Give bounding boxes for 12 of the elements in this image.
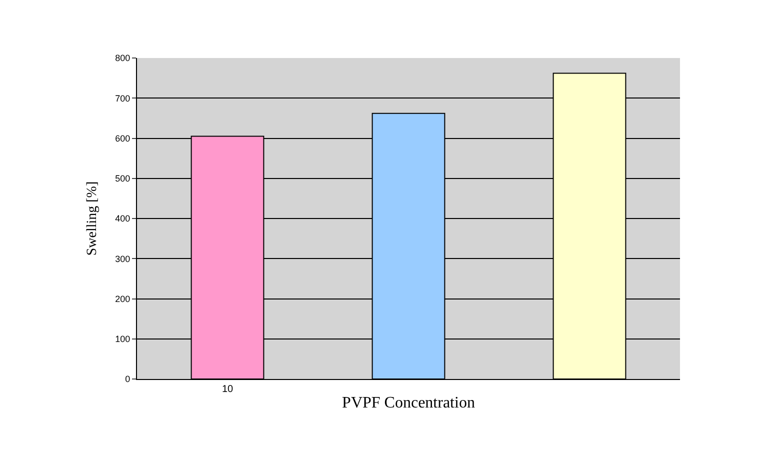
y-tick-label: 500 xyxy=(115,174,130,184)
y-tick-label: 0 xyxy=(125,374,130,384)
y-axis-title: Swelling [%] xyxy=(84,181,100,256)
x-tick-label: 10 xyxy=(222,384,234,395)
y-tick-label: 700 xyxy=(115,93,130,104)
x-axis-title: PVPF Concentration xyxy=(342,394,475,412)
y-tick-label: 100 xyxy=(115,334,130,344)
y-tick-label: 400 xyxy=(115,214,130,224)
y-tick-label: 600 xyxy=(115,133,130,144)
y-tick-label: 800 xyxy=(115,53,130,64)
y-tick-label: 300 xyxy=(115,254,130,264)
y-tick-label: 200 xyxy=(115,294,130,304)
